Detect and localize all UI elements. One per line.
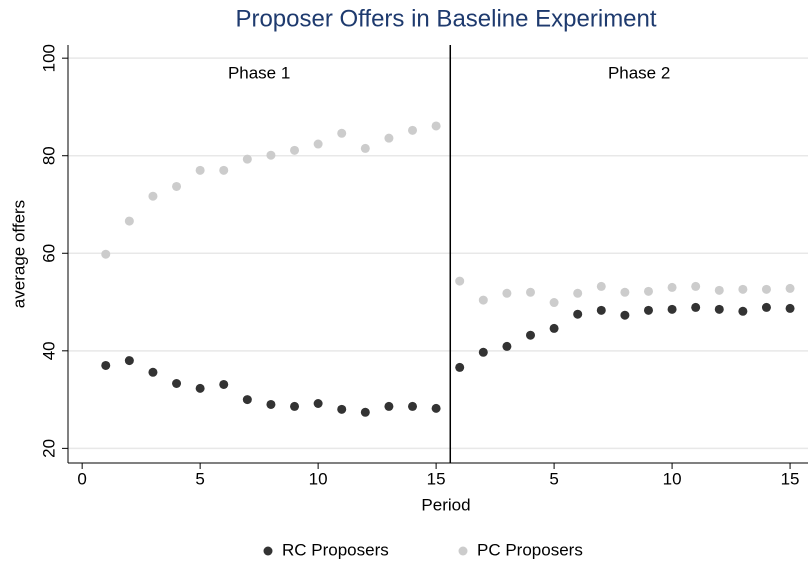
y-tick-label: 100	[39, 44, 58, 72]
y-axis-title: average offers	[9, 200, 28, 308]
y-tick-label: 20	[39, 439, 58, 458]
point	[502, 341, 512, 351]
legend-label: RC Proposers	[282, 540, 389, 559]
phase-label: Phase 1	[228, 63, 290, 82]
point	[596, 281, 606, 291]
x-tick-label: 5	[549, 469, 558, 488]
legend-label: PC Proposers	[477, 540, 583, 559]
point	[242, 395, 252, 405]
point	[573, 288, 583, 298]
point	[219, 165, 229, 175]
point	[691, 302, 701, 312]
y-tick-label: 80	[39, 146, 58, 165]
point	[431, 403, 441, 413]
point	[290, 145, 300, 155]
y-tick-label: 60	[39, 244, 58, 263]
point	[738, 306, 748, 316]
point	[573, 309, 583, 319]
legend-marker	[263, 546, 273, 556]
x-tick-label: 0	[77, 469, 86, 488]
point	[219, 379, 229, 389]
point	[596, 305, 606, 315]
point	[478, 347, 488, 357]
point	[101, 249, 111, 259]
point	[148, 191, 158, 201]
point	[313, 139, 323, 149]
point	[148, 367, 158, 377]
point	[124, 356, 134, 366]
point	[431, 121, 441, 131]
point	[643, 286, 653, 296]
point	[620, 287, 630, 297]
y-tick-label: 40	[39, 341, 58, 360]
point	[101, 360, 111, 370]
chart-title: Proposer Offers in Baseline Experiment	[235, 5, 656, 32]
x-tick-label: 5	[195, 469, 204, 488]
point	[620, 310, 630, 320]
point	[172, 378, 182, 388]
point	[360, 143, 370, 153]
point	[549, 323, 559, 333]
point	[124, 216, 134, 226]
point	[549, 298, 559, 308]
phase-label: Phase 2	[608, 63, 670, 82]
point	[195, 165, 205, 175]
x-tick-label: 15	[781, 469, 800, 488]
x-axis-title: Period	[421, 495, 470, 514]
point	[266, 150, 276, 160]
point	[242, 154, 252, 164]
x-tick-label: 10	[309, 469, 328, 488]
point	[667, 304, 677, 314]
point	[266, 399, 276, 409]
point	[667, 282, 677, 292]
point	[785, 303, 795, 313]
point	[526, 330, 535, 340]
point	[691, 281, 701, 291]
point	[384, 401, 394, 411]
point	[714, 304, 724, 314]
point	[643, 305, 653, 315]
point	[337, 404, 347, 414]
point	[455, 362, 465, 372]
point	[502, 288, 512, 298]
point	[290, 401, 300, 411]
point	[408, 401, 418, 411]
point	[384, 133, 394, 143]
x-tick-label: 10	[663, 469, 682, 488]
point	[714, 285, 724, 295]
point	[360, 407, 370, 417]
point	[761, 302, 771, 312]
point	[337, 128, 347, 138]
point	[785, 283, 795, 293]
point	[738, 284, 748, 294]
point	[313, 398, 323, 408]
point	[478, 295, 488, 305]
point	[172, 181, 182, 191]
point	[526, 287, 535, 297]
legend-marker	[458, 546, 468, 556]
point	[761, 284, 771, 294]
point	[195, 383, 205, 393]
point	[408, 125, 418, 135]
point	[455, 276, 465, 286]
x-tick-label: 15	[427, 469, 446, 488]
